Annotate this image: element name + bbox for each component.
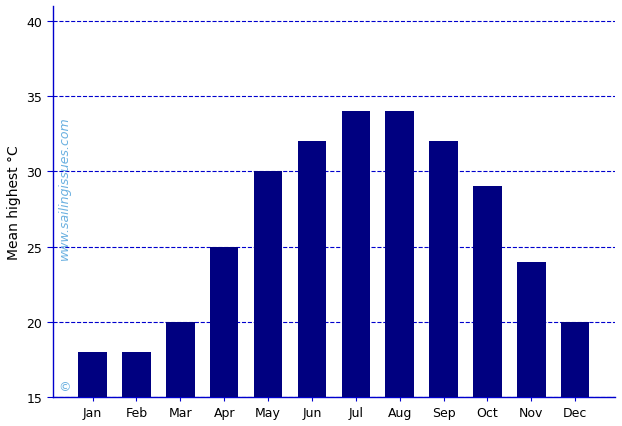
Bar (123, 352, 151, 426)
Bar (210, 247, 238, 426)
Text: ©: © (58, 380, 71, 393)
Bar (386, 112, 414, 426)
Bar (298, 142, 327, 426)
Bar (517, 262, 545, 426)
Bar (473, 187, 502, 426)
Bar (78, 352, 107, 426)
Bar (254, 172, 282, 426)
Bar (341, 112, 370, 426)
Y-axis label: Mean highest °C: Mean highest °C (7, 145, 21, 259)
Bar (429, 142, 458, 426)
Bar (166, 322, 195, 426)
Bar (561, 322, 590, 426)
Text: www.sailingissues.com: www.sailingissues.com (58, 116, 72, 259)
